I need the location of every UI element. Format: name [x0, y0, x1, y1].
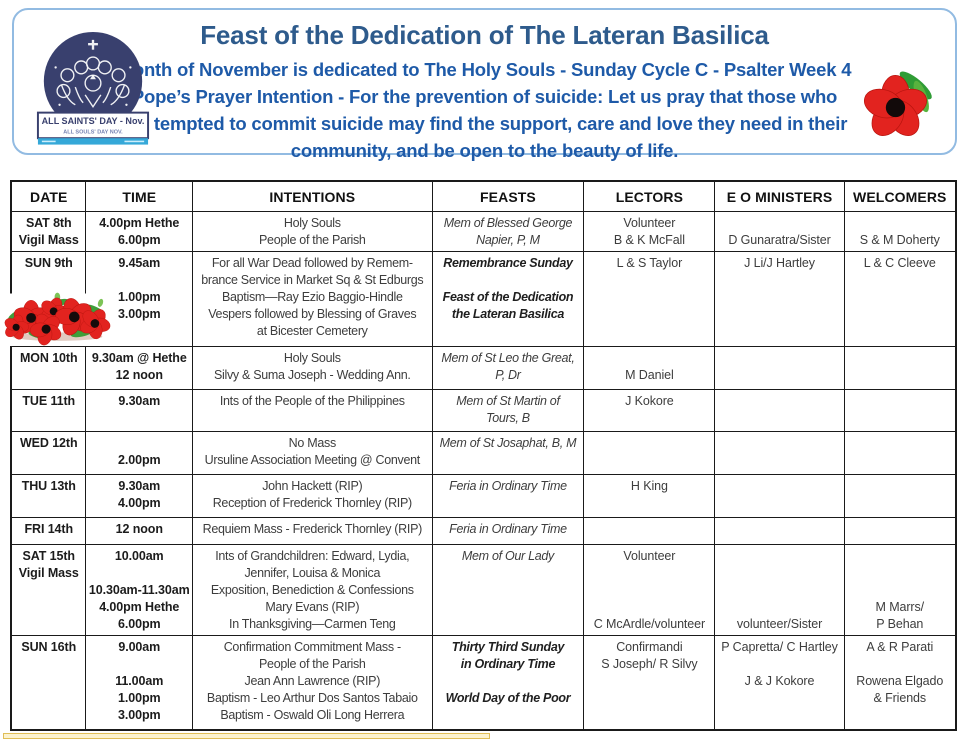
cell-time: 9.30am: [86, 390, 194, 431]
cell-welcomers: M Marrs/P Behan: [875, 600, 925, 631]
table-row-tue-11th: TUE 11th 9.30am Ints of the People of the …: [12, 390, 955, 432]
cell-lectors: M Daniel: [584, 347, 716, 389]
cell-feasts: Thirty Third Sunday in Ordinary Time World…: [433, 636, 585, 729]
cell-lectors: [584, 518, 716, 544]
cell-eo: [715, 347, 845, 389]
all-saints-day-badge-icon: ALL SAINTS' DAY - Nov. ALL SOULS' DAY NO…: [36, 31, 150, 145]
cell-welcomers: [845, 475, 955, 517]
cell-lectors: [584, 432, 716, 474]
cell-date: SUN 16th: [12, 636, 87, 729]
cell-date: FRI 14th: [12, 518, 87, 544]
cell-welcomers: L & C Cleeve: [863, 256, 936, 270]
table-row-sat-15th: SAT 15th Vigil Mass 10.00am 10.30am-11.30am…: [12, 545, 955, 636]
header-text: Feast of the Dedication of The Lateran B…: [14, 10, 955, 164]
cell-time: 4.00pm Hethe 6.00pm: [86, 212, 194, 251]
cell-eo: volunteer/Sister: [715, 545, 845, 635]
badge-subtitle: ALL SOULS' DAY NOV.: [63, 129, 123, 135]
cell-feasts: Remembrance Sunday Feast of the Dedicatio…: [433, 252, 585, 346]
table-row-thu-13th: THU 13th 9.30am 4.00pm John Hackett (RIP) Re…: [12, 475, 955, 518]
intention-line-1: Pope’s Prayer Intention - For the preven…: [131, 86, 838, 107]
cell-eo: [715, 518, 845, 544]
cell-time: 12 noon: [86, 518, 194, 544]
cell-welcomers: A & R Parati Rowena Elgado & Friends: [856, 640, 944, 705]
poppy-cluster-icon: [2, 292, 118, 346]
table-row-sun-9th: SUN 9th 9.45am 1.00pm 3.00pm For all War Dea…: [12, 252, 955, 347]
cell-welcomers: [845, 432, 955, 474]
cell-time: 10.00am 10.30am-11.30am 4.00pm Hethe 6.00pm: [86, 545, 194, 635]
cell-lectors: H King: [584, 475, 716, 517]
cell-date: SAT 8th Vigil Mass: [12, 212, 87, 251]
column-header: TIME: [86, 182, 194, 211]
cell-feasts: Feria in Ordinary Time: [433, 518, 585, 544]
cell-lectors: Volunteer C McArdle/volunteer: [584, 545, 716, 635]
cell-intentions: Requiem Mass - Frederick Thornley (RIP): [193, 518, 433, 544]
column-header: E O MINISTERS: [715, 182, 845, 211]
table-header-row: DATE TIME INTENTIONS FEASTS LECTORS E O MINIS…: [12, 182, 955, 212]
table-row-sun-16th: SUN 16th 9.00am 11.00am 1.00pm 3.00pm Confirm…: [12, 636, 955, 729]
cell-intentions: For all War Dead followed by Remem-branc…: [193, 252, 433, 346]
intention-line-3: community, and be open to the beauty of …: [290, 140, 679, 161]
cell-feasts: Mem of St Martin of Tours, B: [433, 390, 585, 431]
cell-intentions: John Hackett (RIP) Reception of Frederick…: [193, 475, 433, 517]
cell-eo: [715, 432, 845, 474]
cell-feasts: Mem of St Josaphat, B, M: [433, 432, 585, 474]
column-header: INTENTIONS: [193, 182, 433, 211]
cell-date: WED 12th: [12, 432, 87, 474]
cell-time: 9.00am 11.00am 1.00pm 3.00pm: [86, 636, 194, 729]
cell-date: SAT 15th Vigil Mass: [12, 545, 87, 635]
poppy-icon: [863, 71, 932, 136]
cell-intentions: No Mass Ursuline Association Meeting @ Co…: [193, 432, 433, 474]
highlight-bar: [3, 733, 490, 739]
cell-eo: J Li/J Hartley: [715, 252, 845, 346]
cell-intentions: Holy Souls People of the Parish: [193, 212, 433, 251]
table-row-sat-8th: SAT 8th Vigil Mass 4.00pm Hethe 6.00pm Holy …: [12, 212, 955, 252]
cell-intentions: Confirmation Commitment Mass - People of …: [193, 636, 433, 729]
cell-eo: P Capretta/ C Hartley J & J Kokore: [715, 636, 845, 729]
intention-line-2: are tempted to commit suicide may find t…: [121, 113, 848, 134]
page-title: Feast of the Dedication of The Lateran B…: [200, 20, 769, 50]
cell-welcomers: [845, 518, 955, 544]
table-row-mon-10th: MON 10th 9.30am @ Hethe 12 noon Holy Souls S…: [12, 347, 955, 390]
column-header: WELCOMERS: [853, 188, 947, 205]
cell-eo: [715, 475, 845, 517]
cell-intentions: Holy Souls Silvy & Suma Joseph - Wedding …: [193, 347, 433, 389]
cell-eo: D Gunaratra/Sister: [715, 212, 845, 251]
cell-date: MON 10th: [12, 347, 87, 389]
cell-time: 9.45am 1.00pm 3.00pm: [86, 252, 194, 346]
column-header: LECTORS: [584, 182, 716, 211]
cell-lectors: Volunteer B & K McFall: [584, 212, 716, 251]
cell-time: 2.00pm: [86, 432, 194, 474]
cell-feasts: Mem of St Leo the Great, P, Dr: [433, 347, 585, 389]
column-header: DATE: [12, 182, 87, 211]
column-header: FEASTS: [433, 182, 585, 211]
cell-feasts: Feria in Ordinary Time: [433, 475, 585, 517]
cell-feasts: Mem of Our Lady: [433, 545, 585, 635]
cell-eo: [715, 390, 845, 431]
pope-intention-text: Pope’s Prayer Intention - For the preven…: [14, 83, 955, 164]
header-box: Feast of the Dedication of The Lateran B…: [12, 8, 957, 161]
cell-date: TUE 11th: [12, 390, 87, 431]
cell-intentions: Ints of Grandchildren: Edward, Lydia, Jen…: [193, 545, 433, 635]
cell-lectors: Confirmandi S Joseph/ R Silvy: [584, 636, 716, 729]
table-row-wed-12th: WED 12th 2.00pm No Mass Ursuline Associatio…: [12, 432, 955, 475]
cell-welcomers: [845, 390, 955, 431]
cell-date: THU 13th: [12, 475, 87, 517]
schedule-table: DATE TIME INTENTIONS FEASTS LECTORS E O MINIS…: [10, 180, 957, 731]
cell-feasts: Mem of Blessed George Napier, P, M: [433, 212, 585, 251]
cell-intentions: Ints of the People of the Philippines: [193, 390, 433, 431]
table-row-fri-14th: FRI 14th 12 noon Requiem Mass - Frederick …: [12, 518, 955, 545]
badge-title: ALL SAINTS' DAY - Nov.: [42, 116, 145, 126]
cell-lectors: L & S Taylor: [584, 252, 716, 346]
header-subtitle: Month of November is dedicated to The Ho…: [117, 59, 852, 80]
cell-lectors: J Kokore: [584, 390, 716, 431]
cell-welcomers: [845, 347, 955, 389]
cell-time: 9.30am 4.00pm: [86, 475, 194, 517]
cell-welcomers: S & M Doherty: [859, 233, 940, 247]
cell-time: 9.30am @ Hethe 12 noon: [86, 347, 194, 389]
